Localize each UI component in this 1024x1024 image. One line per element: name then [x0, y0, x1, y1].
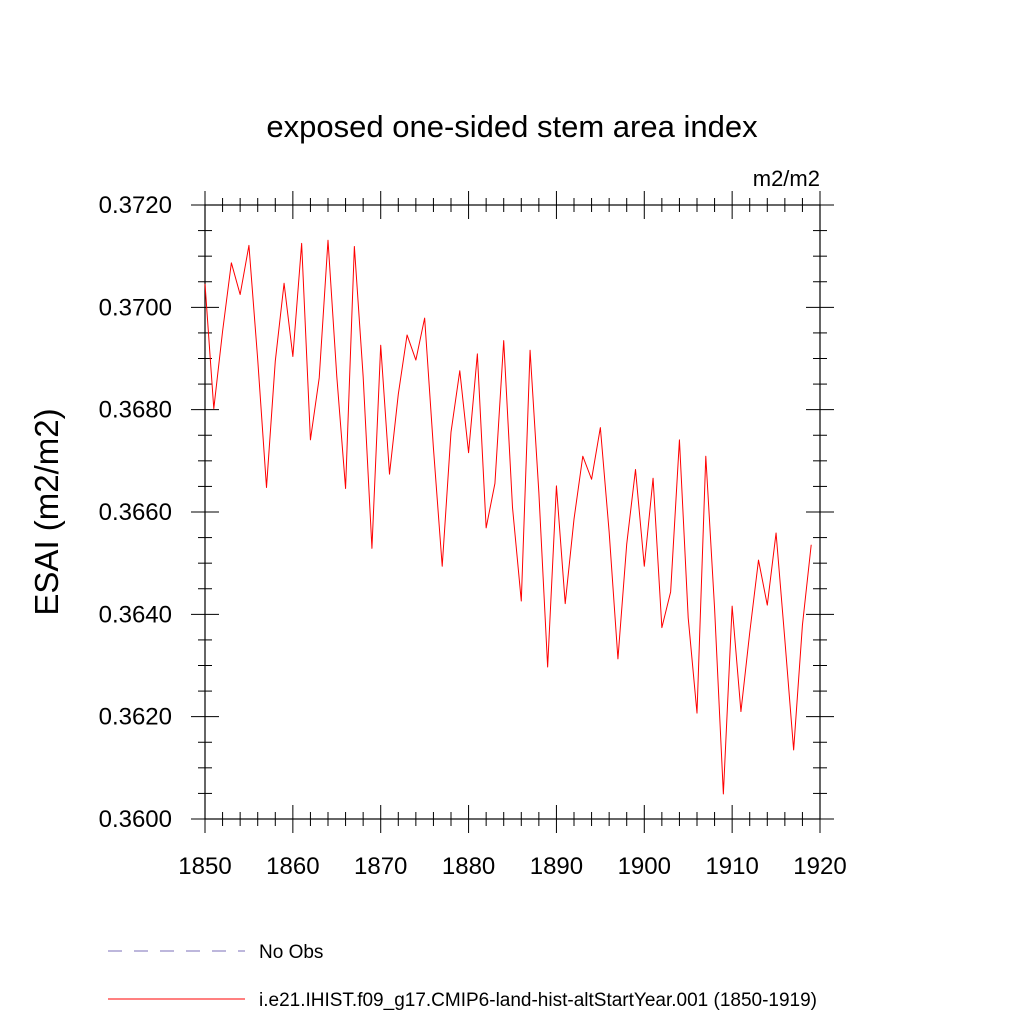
legend: No Obs i.e21.IHIST.f09_g17.CMIP6-land-his… — [108, 942, 817, 1011]
y-tick-label: 0.3640 — [99, 601, 172, 628]
y-tick-label: 0.3700 — [99, 294, 172, 321]
y-tick-label: 0.3680 — [99, 397, 172, 424]
x-tick-label: 1910 — [705, 853, 758, 880]
chart-title: exposed one-sided stem area index — [266, 109, 758, 144]
x-tick-label: 1880 — [442, 853, 495, 880]
x-tick-label: 1890 — [530, 853, 583, 880]
series-layer — [204, 239, 812, 795]
y-tick-label: 0.3600 — [99, 806, 172, 833]
x-tick-label: 1900 — [618, 853, 671, 880]
y-tick-label: 0.3660 — [99, 499, 172, 526]
y-tick-label: 0.3720 — [99, 192, 172, 219]
x-tick-label: 1860 — [266, 853, 319, 880]
x-tick-label: 1850 — [178, 853, 231, 880]
units-label: m2/m2 — [753, 166, 820, 191]
axis-ticks — [191, 191, 834, 833]
legend-label: i.e21.IHIST.f09_g17.CMIP6-land-hist-altS… — [259, 990, 817, 1011]
x-tick-label: 1870 — [354, 853, 407, 880]
series-line — [204, 239, 812, 795]
x-tick-label: 1920 — [793, 853, 846, 880]
legend-label: No Obs — [259, 942, 323, 963]
axis-tick-labels: 1850 1860 1870 1880 1890 1900 1910 1920 0.3600 0.… — [99, 192, 847, 880]
y-axis-label: ESAI (m2/m2) — [28, 408, 65, 615]
y-tick-label: 0.3620 — [99, 704, 172, 731]
